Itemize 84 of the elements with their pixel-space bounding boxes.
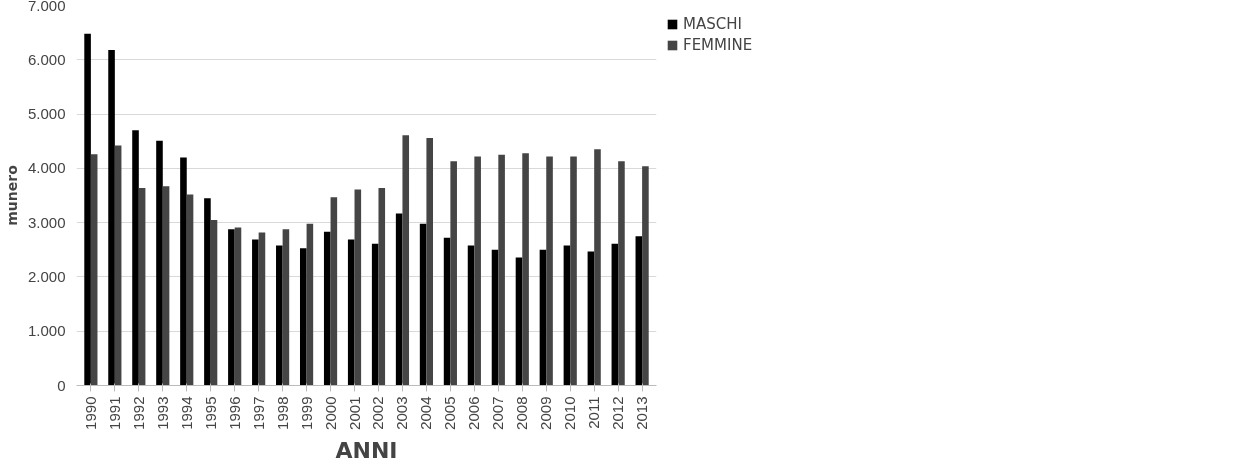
bar — [395, 213, 403, 386]
bar — [443, 237, 451, 386]
legend-label: FEMMINE — [683, 36, 753, 54]
bar — [162, 186, 170, 386]
bar — [228, 229, 235, 386]
bar — [371, 243, 379, 386]
x-tick-label: 1996 — [225, 396, 243, 430]
x-tick-label: 2003 — [393, 396, 411, 430]
bar — [252, 239, 259, 386]
bar — [618, 161, 625, 386]
x-tick-label: 2007 — [489, 396, 507, 430]
bar — [546, 156, 553, 386]
y-tick-label: 2.000 — [27, 267, 66, 285]
y-tick-label: 7.000 — [27, 0, 66, 14]
bar — [450, 161, 457, 386]
x-tick-label: 1991 — [105, 396, 123, 430]
x-tick-label: 1992 — [129, 396, 147, 430]
bar — [138, 187, 146, 386]
x-tick-label: 1993 — [153, 396, 171, 430]
bar — [210, 219, 218, 386]
x-tick-label: 2004 — [417, 396, 435, 430]
y-tick-label: 1.000 — [27, 322, 66, 340]
bar — [299, 248, 307, 386]
x-tick-label: 1994 — [177, 396, 195, 430]
bar — [347, 239, 355, 386]
bar — [402, 135, 410, 386]
x-tick-label: 2002 — [369, 396, 387, 430]
x-tick-label: 2006 — [465, 396, 483, 430]
bar — [522, 153, 529, 386]
bar — [515, 257, 523, 386]
x-tick-label: 2008 — [513, 396, 531, 430]
bar — [330, 197, 338, 386]
x-tick-label: 1998 — [273, 396, 291, 430]
bar — [642, 166, 649, 386]
x-tick-label: 2010 — [561, 396, 579, 430]
bar — [498, 154, 505, 386]
y-tick-label: 5.000 — [27, 105, 66, 123]
bar — [587, 251, 595, 386]
y-tick-label: 0 — [57, 376, 66, 394]
x-tick-label: 2009 — [537, 396, 555, 430]
bar — [84, 33, 91, 386]
x-tick-label: 1990 — [81, 396, 99, 430]
bar — [204, 198, 211, 386]
bar — [611, 243, 619, 386]
bar — [156, 140, 163, 386]
y-tick-label: 6.000 — [27, 50, 66, 68]
bar — [258, 232, 266, 386]
bar — [570, 156, 577, 386]
bar — [282, 229, 290, 386]
x-tick-label: 2001 — [345, 396, 363, 430]
x-tick-label: 1997 — [249, 396, 267, 430]
x-tick-label: 2013 — [633, 396, 651, 430]
bar — [491, 249, 499, 386]
bar — [378, 187, 386, 386]
x-tick-label: 2005 — [441, 396, 459, 430]
bar — [563, 245, 571, 386]
bar — [426, 137, 434, 386]
x-tick-label: 2012 — [609, 396, 627, 430]
bar — [276, 245, 283, 386]
x-axis-title: ANNI — [335, 437, 398, 463]
y-tick-label: 4.000 — [27, 159, 66, 177]
y-axis-title: munero — [3, 164, 20, 226]
bar — [90, 154, 98, 386]
bar — [474, 156, 481, 386]
bar — [323, 231, 331, 386]
bar — [234, 227, 242, 386]
bar — [635, 236, 643, 386]
y-tick-label: 3.000 — [27, 213, 66, 231]
x-tick-label: 2011 — [585, 396, 603, 429]
bar — [419, 223, 427, 386]
x-tick-label: 1995 — [201, 396, 219, 430]
x-tick-label: 2000 — [321, 396, 339, 430]
x-tick-label: 1999 — [297, 396, 315, 430]
bar — [180, 157, 187, 386]
bar — [594, 149, 601, 386]
bar — [114, 145, 122, 386]
bar — [108, 50, 115, 386]
bar — [467, 245, 475, 386]
bar — [354, 189, 362, 386]
bar — [539, 249, 547, 386]
bar — [186, 194, 194, 386]
legend-label: MASCHI — [683, 15, 742, 33]
bar — [306, 223, 314, 386]
bar — [132, 130, 139, 386]
